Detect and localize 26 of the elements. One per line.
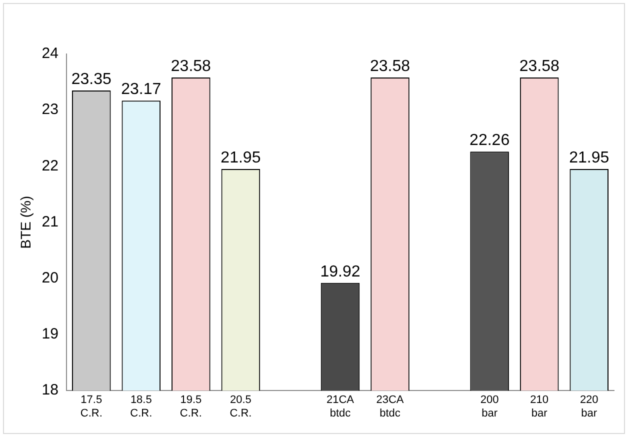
x-tick-label: 17.5 C.R.	[80, 394, 102, 420]
data-label: 23.17	[121, 80, 162, 98]
y-tick-label: 21	[42, 213, 58, 230]
y-tick-label: 24	[42, 45, 58, 62]
x-tick-label: 220 bar	[580, 394, 598, 420]
data-label: 21.95	[220, 149, 261, 166]
y-tick-label: 18	[42, 382, 58, 399]
x-tick-label: 200 bar	[480, 394, 499, 420]
data-label: 21.95	[569, 149, 610, 166]
x-tick-label: 210 bar	[530, 394, 549, 420]
data-label: 22.26	[470, 132, 510, 150]
y-tick-label: 20	[42, 270, 58, 287]
data-label: 23.58	[370, 58, 410, 75]
data-label: 23.58	[170, 58, 212, 75]
x-tick-label: 20.5 C.R.	[230, 394, 252, 420]
x-tick-label: 18.5 C.R.	[130, 394, 152, 420]
x-tick-label: 21CA btdc	[326, 394, 355, 420]
y-axis-title: BTE (%)	[17, 196, 34, 249]
y-tick-label: 22	[42, 157, 58, 174]
data-label: 23.58	[519, 58, 560, 75]
x-tick-label: 19.5 C.R.	[180, 394, 202, 420]
data-label: 23.35	[71, 70, 112, 88]
data-label: 19.92	[320, 263, 360, 280]
y-tick-label: 23	[42, 101, 58, 118]
y-tick-label: 19	[42, 326, 58, 343]
x-tick-label: 23CA btdc	[376, 394, 404, 420]
